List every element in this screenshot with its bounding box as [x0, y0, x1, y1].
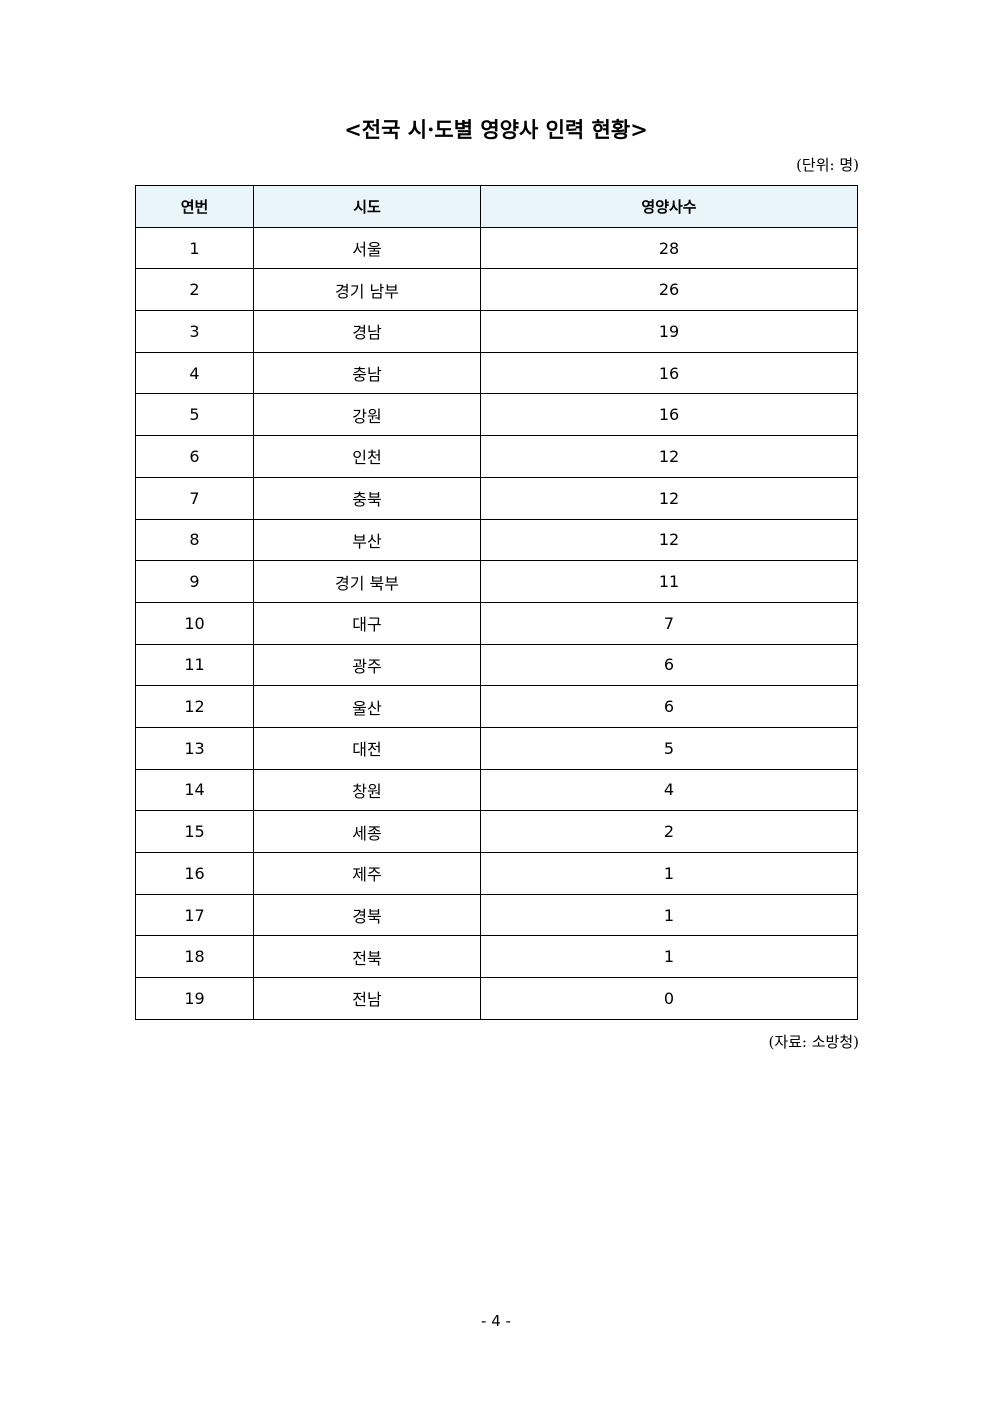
header-region: 시도	[253, 185, 481, 228]
cell-count: 0	[480, 977, 858, 1020]
table-row: 2 경기 남부 26	[135, 268, 858, 312]
cell-no: 15	[135, 810, 254, 853]
table-row: 7 충북 12	[135, 476, 858, 520]
cell-no: 5	[135, 393, 254, 437]
cell-region: 경북	[253, 893, 481, 937]
cell-no: 11	[135, 643, 254, 687]
table-row: 11 광주 6	[135, 643, 858, 687]
cell-no: 19	[135, 977, 254, 1020]
table-row: 10 대구 7	[135, 601, 858, 645]
cell-no: 14	[135, 768, 254, 812]
source-note: (자료: 소방청)	[768, 1033, 859, 1051]
cell-region: 전북	[253, 935, 481, 979]
cell-count: 4	[480, 768, 858, 812]
cell-region: 충남	[253, 351, 481, 395]
header-no: 연번	[135, 185, 254, 228]
cell-region: 경남	[253, 310, 481, 353]
cell-region: 서울	[253, 226, 481, 270]
cell-no: 10	[135, 601, 254, 645]
cell-count: 7	[480, 601, 858, 645]
table-row: 19 전남 0	[135, 977, 858, 1020]
cell-count: 16	[480, 351, 858, 395]
cell-count: 26	[480, 268, 858, 312]
table-row: 9 경기 북부 11	[135, 560, 858, 603]
cell-no: 12	[135, 685, 254, 728]
cell-no: 4	[135, 351, 254, 395]
cell-no: 9	[135, 560, 254, 603]
cell-no: 8	[135, 518, 254, 562]
cell-region: 경기 남부	[253, 268, 481, 312]
cell-count: 12	[480, 435, 858, 478]
cell-no: 2	[135, 268, 254, 312]
cell-count: 19	[480, 310, 858, 353]
cell-no: 1	[135, 226, 254, 270]
cell-region: 부산	[253, 518, 481, 562]
table-row: 3 경남 19	[135, 310, 858, 353]
cell-count: 11	[480, 560, 858, 603]
table-header-row: 연번 시도 영양사수	[135, 185, 858, 228]
table-row: 18 전북 1	[135, 935, 858, 979]
cell-count: 28	[480, 226, 858, 270]
cell-count: 5	[480, 726, 858, 770]
cell-count: 6	[480, 685, 858, 728]
cell-no: 16	[135, 852, 254, 895]
cell-region: 제주	[253, 852, 481, 895]
cell-region: 전남	[253, 977, 481, 1020]
table-row: 12 울산 6	[135, 685, 858, 728]
cell-count: 2	[480, 810, 858, 853]
cell-no: 6	[135, 435, 254, 478]
nutritionist-table: 연번 시도 영양사수 1 서울 28 2 경기 남부 26 3 경남 19 4 충남 16 5 강원 16 6…	[135, 185, 858, 1020]
cell-count: 1	[480, 935, 858, 979]
cell-no: 13	[135, 726, 254, 770]
cell-region: 인천	[253, 435, 481, 478]
table-row: 15 세종 2	[135, 810, 858, 853]
page-number: - 4 -	[481, 1312, 511, 1330]
cell-count: 12	[480, 518, 858, 562]
cell-count: 16	[480, 393, 858, 437]
cell-region: 세종	[253, 810, 481, 853]
table-row: 17 경북 1	[135, 893, 858, 937]
cell-count: 1	[480, 893, 858, 937]
cell-count: 6	[480, 643, 858, 687]
cell-region: 울산	[253, 685, 481, 728]
header-count: 영양사수	[480, 185, 858, 228]
table-row: 16 제주 1	[135, 852, 858, 895]
table-row: 6 인천 12	[135, 435, 858, 478]
cell-no: 18	[135, 935, 254, 979]
table-row: 4 충남 16	[135, 351, 858, 395]
table-row: 5 강원 16	[135, 393, 858, 437]
cell-no: 17	[135, 893, 254, 937]
cell-region: 강원	[253, 393, 481, 437]
table-row: 13 대전 5	[135, 726, 858, 770]
unit-note: (단위: 명)	[796, 156, 859, 174]
table-row: 14 창원 4	[135, 768, 858, 812]
table-row: 8 부산 12	[135, 518, 858, 562]
cell-count: 1	[480, 852, 858, 895]
cell-region: 창원	[253, 768, 481, 812]
cell-region: 광주	[253, 643, 481, 687]
cell-count: 12	[480, 476, 858, 520]
cell-no: 7	[135, 476, 254, 520]
cell-region: 충북	[253, 476, 481, 520]
cell-no: 3	[135, 310, 254, 353]
cell-region: 경기 북부	[253, 560, 481, 603]
table-row: 1 서울 28	[135, 226, 858, 270]
document-title: <전국 시·도별 영양사 인력 현황>	[344, 117, 648, 142]
cell-region: 대전	[253, 726, 481, 770]
cell-region: 대구	[253, 601, 481, 645]
